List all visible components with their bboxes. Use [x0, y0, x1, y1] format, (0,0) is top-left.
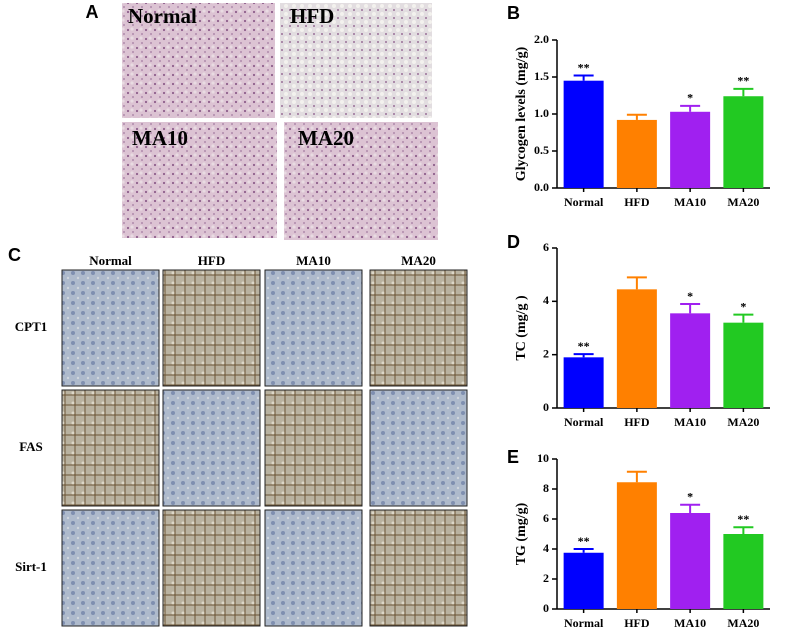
panel-letter: D: [507, 232, 520, 252]
group-label: HFD: [290, 4, 334, 28]
y-tick-label: 0.0: [534, 180, 549, 194]
row-label: Sirt-1: [15, 559, 47, 574]
significance: *: [687, 91, 693, 105]
significance: **: [737, 512, 749, 526]
group-label: Normal: [128, 4, 197, 28]
x-tick-label: MA20: [727, 195, 759, 209]
micrograph: [264, 389, 363, 507]
y-tick-label: 10: [537, 451, 549, 465]
micrograph: [369, 269, 468, 387]
x-tick-label: HFD: [624, 415, 650, 429]
micrograph: [264, 509, 363, 627]
micrograph: [162, 509, 261, 627]
y-tick-label: 1.5: [534, 69, 549, 83]
bar: [723, 96, 764, 188]
panel-c: C Normal HFD MA10 MA20 CPT1 FAS Sirt-1: [8, 245, 468, 627]
bar: [616, 482, 657, 609]
y-tick-label: 0: [543, 601, 549, 615]
micrograph: [369, 389, 468, 507]
x-tick-label: MA10: [674, 616, 706, 630]
micrograph: [280, 3, 432, 118]
y-tick-label: 2.0: [534, 32, 549, 46]
significance: *: [687, 289, 693, 303]
bar: [670, 313, 711, 408]
bar: [563, 552, 604, 609]
y-tick-label: 4: [543, 541, 549, 555]
micrograph: [284, 122, 438, 240]
x-tick-label: HFD: [624, 616, 650, 630]
y-tick-label: 8: [543, 481, 549, 495]
micrograph: [162, 389, 261, 507]
micrograph: [162, 269, 261, 387]
panel-letter: B: [507, 3, 520, 23]
column-label: HFD: [198, 253, 225, 268]
y-tick-label: 6: [543, 240, 549, 254]
bar: [563, 357, 604, 408]
group-label: MA10: [132, 126, 188, 150]
bar: [616, 289, 657, 408]
bar: [563, 80, 604, 188]
y-tick-label: 4: [543, 293, 549, 307]
y-tick-label: 2: [543, 571, 549, 585]
significance: *: [740, 299, 746, 313]
significance: **: [578, 339, 590, 353]
y-tick-label: 2: [543, 346, 549, 360]
y-tick-label: 0: [543, 400, 549, 414]
y-axis-label: Glycogen levels (mg/g): [514, 46, 529, 181]
significance: *: [687, 490, 693, 504]
x-tick-label: MA10: [674, 415, 706, 429]
micrograph: [61, 509, 160, 627]
y-tick-label: 1.0: [534, 106, 549, 120]
y-tick-label: 6: [543, 511, 549, 525]
column-label: MA20: [401, 253, 436, 268]
significance: **: [578, 60, 590, 74]
micrograph: [61, 389, 160, 507]
bar: [723, 322, 764, 408]
x-tick-label: MA20: [727, 415, 759, 429]
y-axis-label: TG (mg/g): [514, 502, 529, 565]
micrograph: [122, 3, 275, 118]
bar-chart: B Glycogen levels (mg/g) 0.0 0.5 1.0 1.5 2.0 No…: [507, 3, 770, 209]
significance: **: [578, 534, 590, 548]
micrograph: [264, 269, 363, 387]
panel-letter: E: [507, 447, 519, 467]
y-tick-label: 0.5: [534, 143, 549, 157]
row-label: FAS: [19, 439, 43, 454]
bar-chart: E TG (mg/g) 0 2 4 6 8 10 Normal ** HFD MA10 * MA20 **: [507, 447, 770, 630]
micrograph: [369, 509, 468, 627]
bar: [616, 119, 657, 188]
bar: [723, 534, 764, 609]
micrograph: [122, 122, 277, 238]
row-label: CPT1: [15, 319, 48, 334]
bar: [670, 513, 711, 609]
panel-letter: C: [8, 245, 21, 265]
bar-chart: D TC (mg/g ) 0 2 4 6 Normal ** HFD MA10 * MA20 *: [507, 232, 770, 429]
significance: **: [737, 74, 749, 88]
column-label: MA10: [296, 253, 331, 268]
x-tick-label: Normal: [564, 415, 604, 429]
group-label: MA20: [298, 126, 354, 150]
column-label: Normal: [89, 253, 132, 268]
x-tick-label: MA10: [674, 195, 706, 209]
panel-letter: A: [86, 2, 99, 22]
panel-a: A Normal HFD MA10 MA20: [86, 2, 438, 240]
x-tick-label: MA20: [727, 616, 759, 630]
x-tick-label: Normal: [564, 616, 604, 630]
micrograph: [61, 269, 160, 387]
bar: [670, 111, 711, 188]
x-tick-label: HFD: [624, 195, 650, 209]
y-axis-label: TC (mg/g ): [514, 295, 529, 361]
x-tick-label: Normal: [564, 195, 604, 209]
